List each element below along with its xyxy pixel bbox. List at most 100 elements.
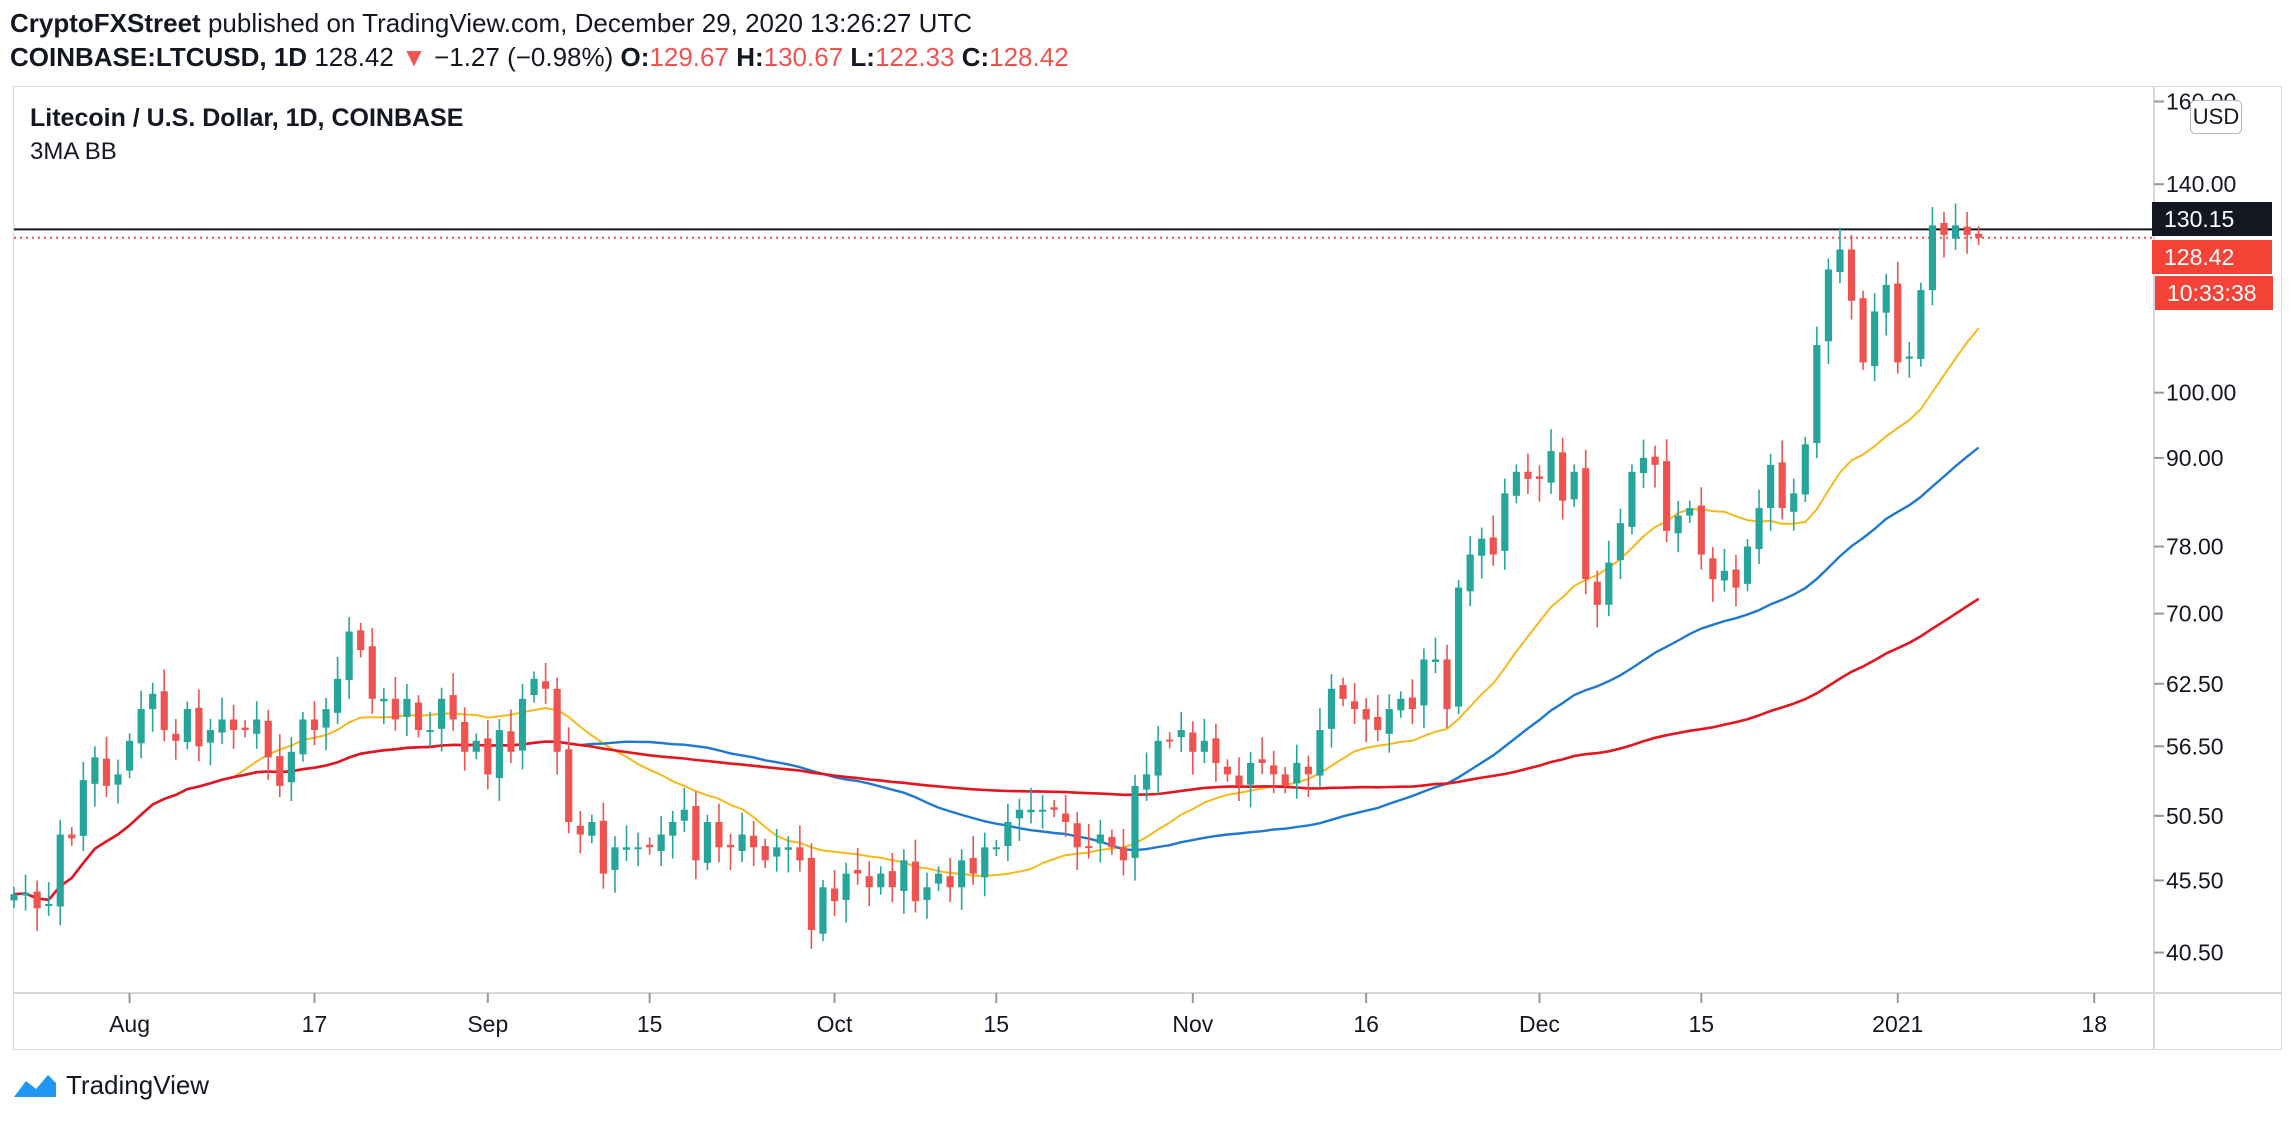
candle-body xyxy=(588,822,596,836)
candle-up xyxy=(842,862,850,923)
candle-body xyxy=(1004,822,1012,847)
candle-body xyxy=(1316,730,1324,776)
candle-up xyxy=(1767,453,1775,531)
candle-down xyxy=(229,704,238,749)
candle-body xyxy=(1258,759,1266,763)
candle-body xyxy=(1223,766,1232,775)
tradingview-logo[interactable]: TradingView xyxy=(12,1070,209,1101)
candle-body xyxy=(1547,451,1555,483)
candle-down xyxy=(830,870,839,917)
candle-up xyxy=(1790,478,1798,531)
candle-body xyxy=(1108,837,1116,848)
candle-body xyxy=(1501,493,1509,551)
candle-up xyxy=(1512,464,1520,504)
candle-up xyxy=(981,832,989,897)
candle-body xyxy=(1917,290,1925,360)
candle-up xyxy=(1200,718,1208,764)
candle-body xyxy=(1293,762,1301,784)
candle-down xyxy=(1212,723,1220,782)
last-price-label: 130.15 xyxy=(2152,202,2272,236)
candle-up xyxy=(1570,464,1578,507)
candle-up xyxy=(934,866,943,892)
candle-body xyxy=(241,727,249,731)
candle-body xyxy=(1351,701,1359,710)
candle-body xyxy=(1639,457,1648,474)
candle-down xyxy=(1270,750,1278,794)
candle-up xyxy=(1466,536,1474,607)
candle-up xyxy=(1385,694,1393,753)
candle-up xyxy=(380,687,388,725)
candle-body xyxy=(553,688,561,752)
price-change: −1.27 (−0.98%) xyxy=(434,42,614,72)
candle-body xyxy=(518,698,527,751)
candle-body xyxy=(1732,569,1740,588)
candle-up xyxy=(183,701,191,750)
candle-body xyxy=(622,847,631,850)
candle-up xyxy=(253,701,261,749)
candle-up xyxy=(1316,708,1324,787)
candle-body xyxy=(45,904,53,907)
candle-body xyxy=(1755,508,1763,550)
candle-body xyxy=(484,738,492,775)
price-tick-label: 140.00 xyxy=(2166,171,2236,197)
time-tick-label: Sep xyxy=(467,1011,508,1037)
candle-down xyxy=(1235,757,1243,801)
candle-body xyxy=(1131,785,1139,858)
candle-down xyxy=(1085,824,1093,859)
candle-body xyxy=(726,844,735,848)
candle-down xyxy=(969,835,977,885)
candle-body xyxy=(773,847,781,857)
candle-body xyxy=(287,751,295,783)
currency-button[interactable]: USD xyxy=(2190,100,2242,134)
candle-up xyxy=(1501,478,1509,570)
indicator-legend[interactable]: 3MA BB xyxy=(30,138,117,165)
candle-up xyxy=(1431,637,1440,674)
time-tick-label: 15 xyxy=(984,1011,1010,1037)
candle-body xyxy=(1177,730,1185,738)
candle-down xyxy=(1223,759,1232,782)
candle-body xyxy=(403,698,411,718)
candle-up xyxy=(1871,293,1879,382)
candle-down xyxy=(1732,554,1740,607)
candle-body xyxy=(1166,739,1174,742)
candle-body xyxy=(1894,283,1902,363)
candle-body xyxy=(877,873,885,888)
candle-up xyxy=(1327,674,1336,748)
candle-body xyxy=(461,721,469,752)
candle-down xyxy=(1940,211,1948,258)
candle-up xyxy=(1905,341,1913,378)
candle-up xyxy=(784,836,792,873)
candle-body xyxy=(1246,762,1255,785)
time-tick-label: Dec xyxy=(1519,1011,1560,1037)
candle-up xyxy=(1801,436,1809,503)
candle-body xyxy=(1154,740,1162,776)
candle-down xyxy=(1582,449,1590,595)
candle-down xyxy=(888,852,896,903)
candle-up xyxy=(45,882,53,916)
candle-down xyxy=(33,880,41,931)
candle-body xyxy=(1928,225,1937,291)
candle-up xyxy=(287,737,295,802)
candle-up xyxy=(773,828,781,872)
candle-body xyxy=(1847,249,1856,301)
candle-body xyxy=(1605,562,1613,605)
candle-up xyxy=(1755,489,1763,565)
candle-up xyxy=(1743,539,1752,592)
time-tick-label: Nov xyxy=(1172,1011,1213,1037)
candle-up xyxy=(218,697,226,744)
candle-down xyxy=(1489,515,1497,566)
candle-down xyxy=(911,839,920,913)
candle-body xyxy=(160,691,168,731)
candle-up xyxy=(79,761,87,851)
mid-ma-line xyxy=(13,446,1980,902)
candle-up xyxy=(1951,203,1960,250)
time-tick-label: 17 xyxy=(302,1011,328,1037)
candle-down xyxy=(102,736,111,798)
low-value: 122.33 xyxy=(874,42,955,72)
candle-up xyxy=(438,687,446,752)
candle-up xyxy=(622,825,631,862)
author-name[interactable]: CryptoFXStreet xyxy=(10,8,201,38)
candle-down xyxy=(599,802,607,889)
price-tick-label: 56.50 xyxy=(2166,733,2224,759)
